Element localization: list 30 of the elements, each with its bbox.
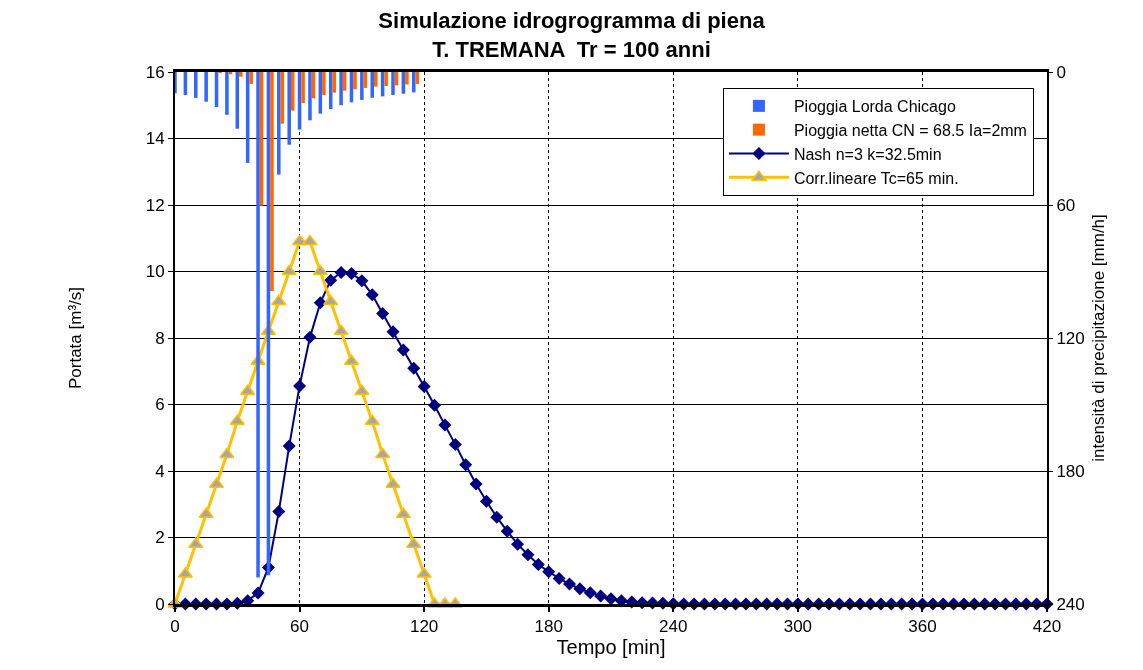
legend-label: Pioggia Lorda Chicago	[793, 98, 956, 116]
chart-title: Simulazione idrogrogramma di piena T. TREMANA Tr = 100 anni	[378, 8, 766, 62]
legend-label: Corr.lineare Tc=65 min.	[793, 169, 959, 187]
y-tick-label: 16	[145, 62, 165, 82]
y-tick-label: 4	[155, 461, 165, 481]
y-tick-label: 8	[155, 328, 165, 348]
y2-axis-title: intensità di precipitazione [mm/h]	[1089, 214, 1109, 462]
x-tick-label: 60	[290, 617, 310, 637]
y2-tick-label: 60	[1056, 195, 1076, 215]
y2-tick-label: 180	[1056, 461, 1085, 481]
y-tick-label: 0	[155, 594, 165, 614]
x-tick-label: 180	[534, 617, 563, 637]
y-tick-label: 10	[145, 262, 165, 282]
y-tick-label: 6	[155, 395, 165, 415]
x-tick-label: 300	[783, 617, 813, 637]
legend-label: Nash n=3 k=32.5min	[793, 145, 942, 163]
y2-tick-label: 240	[1056, 594, 1085, 614]
y2-tick-label: 120	[1056, 328, 1085, 348]
y-axis-title: Portata [m³/s]	[65, 286, 85, 390]
x-tick-label: 120	[409, 617, 439, 637]
y-tick-label: 14	[145, 129, 165, 149]
x-tick-label: 360	[908, 617, 937, 637]
x-tick-label: 420	[1032, 617, 1062, 637]
x-tick-label: 240	[659, 617, 688, 637]
legend-label: Pioggia netta CN = 68.5 Ia=2mm	[793, 121, 1027, 139]
x-tick-label: 0	[170, 617, 180, 637]
y-tick-label: 12	[145, 195, 165, 215]
x-axis-title: Tempo [min]	[556, 636, 666, 659]
y2-tick-label: 0	[1056, 62, 1066, 82]
y-tick-label: 2	[155, 528, 165, 548]
